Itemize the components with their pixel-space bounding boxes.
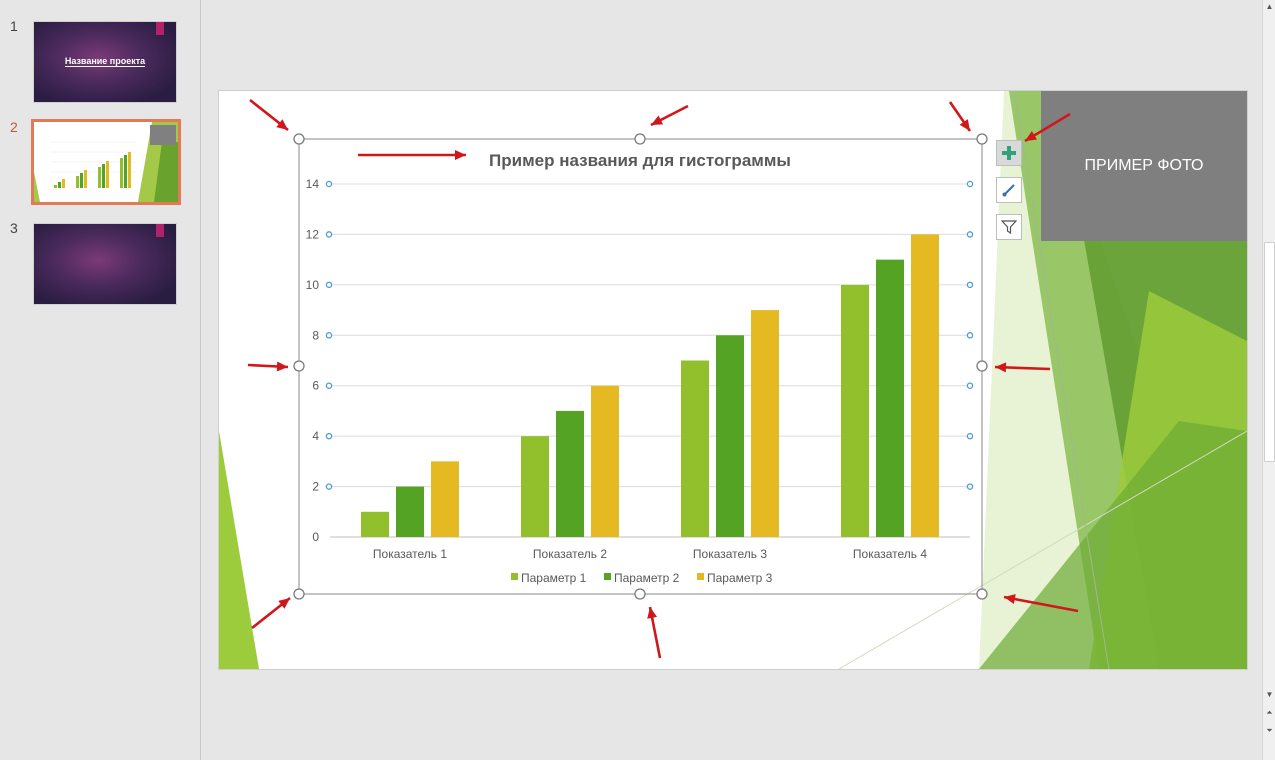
slide-flag xyxy=(156,224,164,237)
thumb-bar xyxy=(102,164,105,188)
thumb-bar xyxy=(58,182,61,188)
thumb-bar xyxy=(128,152,131,188)
scroll-thumb[interactable] xyxy=(1264,242,1275,462)
plus-icon xyxy=(1002,146,1016,160)
thumb-bar xyxy=(62,179,65,188)
thumb-bar xyxy=(98,167,101,188)
thumb-bar xyxy=(124,155,127,188)
chart-styles-button[interactable] xyxy=(996,177,1022,203)
slide-thumbnail-1[interactable]: Название проекта xyxy=(33,21,177,103)
slide-thumbnail-3[interactable] xyxy=(33,223,177,305)
slide-canvas[interactable]: ПРИМЕР ФОТО xyxy=(218,90,1248,670)
thumb-bar xyxy=(76,176,79,188)
brush-icon xyxy=(1002,184,1015,197)
scroll-down-icon[interactable]: ▼ xyxy=(1265,690,1274,699)
thumb-bar xyxy=(120,158,123,188)
filter-icon xyxy=(1001,220,1017,235)
thumb-bar xyxy=(80,173,83,188)
slide-flag xyxy=(156,22,164,35)
previous-slide-icon[interactable]: ⏶ xyxy=(1266,708,1273,717)
slide-thumb-2-preview xyxy=(34,122,178,202)
thumb-bar xyxy=(84,170,87,188)
scroll-up-icon[interactable]: ▲ xyxy=(1265,2,1274,11)
chart-elements-button[interactable] xyxy=(996,140,1022,166)
slides-panel: 1 Название проекта 2 3 xyxy=(0,0,201,760)
vertical-scrollbar[interactable]: ▲ ▼ ⏶ ⏷ xyxy=(1262,0,1275,760)
slide-number-3: 3 xyxy=(10,220,18,236)
slide-number-2: 2 xyxy=(10,119,18,135)
slide-thumb-title: Название проекта xyxy=(64,56,146,67)
thumb-bar xyxy=(54,185,57,188)
chart-filters-button[interactable] xyxy=(996,214,1022,240)
slide-thumbnail-2[interactable] xyxy=(31,119,181,205)
next-slide-icon[interactable]: ⏷ xyxy=(1266,726,1273,735)
photo-placeholder[interactable]: ПРИМЕР ФОТО xyxy=(1041,91,1247,241)
slide-number-1: 1 xyxy=(10,18,18,34)
thumb-bar xyxy=(106,161,109,188)
